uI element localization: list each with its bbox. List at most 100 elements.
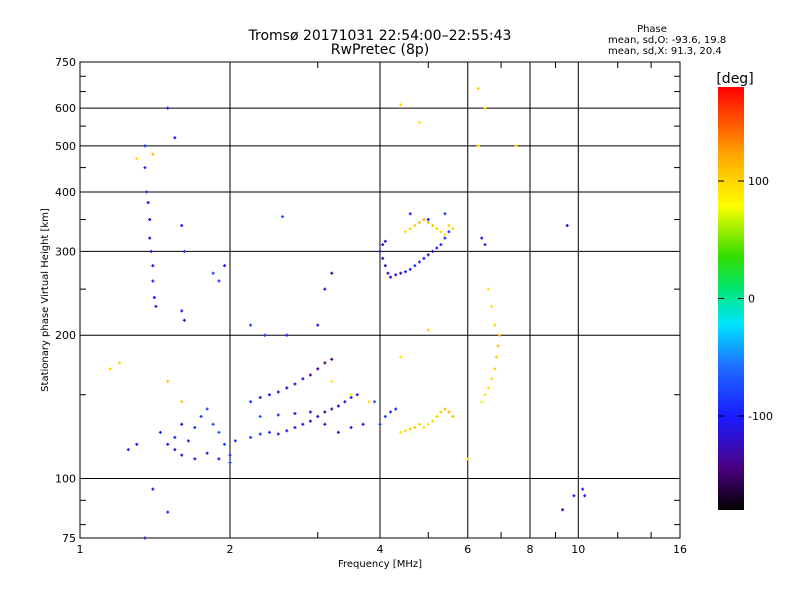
x-tick-label: 10 (571, 543, 585, 556)
data-point (308, 373, 312, 377)
data-point (476, 144, 480, 148)
data-point (166, 106, 170, 110)
data-point (323, 410, 327, 414)
data-point (228, 461, 232, 465)
data-point (349, 425, 353, 429)
data-point (572, 494, 576, 498)
data-point (439, 243, 443, 247)
data-point (355, 393, 359, 397)
data-point (301, 377, 305, 381)
data-point (373, 400, 377, 404)
data-point (394, 273, 398, 277)
data-point (117, 361, 121, 365)
x-tick-label: 1 (77, 543, 84, 556)
data-point (447, 224, 451, 228)
data-point (217, 457, 221, 461)
data-point (386, 271, 390, 275)
data-point (293, 411, 297, 415)
data-point (135, 157, 139, 161)
data-point (494, 355, 498, 359)
data-point (417, 260, 421, 264)
y-ticks: 75 100 200 300 400 500 600 750 (55, 56, 680, 545)
data-point (308, 419, 312, 423)
data-point (451, 227, 455, 231)
data-point (565, 224, 569, 228)
data-point (145, 190, 149, 194)
data-point (217, 279, 221, 283)
data-point (293, 382, 297, 386)
data-point (249, 323, 253, 327)
data-point (152, 296, 156, 300)
data-point (431, 224, 435, 228)
y-tick-label: 400 (55, 186, 76, 199)
data-point (447, 410, 451, 414)
data-point (258, 432, 262, 436)
data-point (439, 410, 443, 414)
data-point (426, 221, 430, 225)
data-point (154, 304, 158, 308)
data-point (514, 144, 518, 148)
data-point (439, 230, 443, 234)
data-point (182, 318, 186, 322)
y-tick-label: 75 (62, 532, 76, 545)
data-point (381, 243, 385, 247)
data-point (233, 439, 237, 443)
y-tick-label: 750 (55, 56, 76, 69)
data-point (367, 400, 371, 404)
y-tick-label: 500 (55, 140, 76, 153)
x-tick-label: 16 (673, 543, 687, 556)
data-point (146, 201, 150, 205)
data-point (143, 166, 147, 170)
data-point (486, 386, 490, 390)
data-point (108, 367, 112, 371)
colorbar-tick-label: 100 (748, 175, 769, 188)
colorbar-tick-label: -100 (748, 410, 773, 423)
data-point (249, 400, 253, 404)
data-point (480, 236, 484, 240)
data-point (399, 271, 403, 275)
data-point (285, 386, 289, 390)
data-point (173, 136, 177, 140)
data-point (316, 367, 320, 371)
data-point (182, 249, 186, 253)
data-point (135, 442, 139, 446)
data-point (383, 239, 387, 243)
y-tick-label: 300 (55, 245, 76, 258)
data-point (180, 400, 184, 404)
data-point (205, 407, 209, 411)
data-point (193, 425, 197, 429)
data-point (383, 414, 387, 418)
data-point (403, 429, 407, 433)
data-point (435, 246, 439, 250)
data-point (166, 510, 170, 514)
data-point (285, 429, 289, 433)
data-point (431, 249, 435, 253)
y-tick-label: 200 (55, 329, 76, 342)
data-point (443, 236, 447, 240)
data-point (158, 430, 162, 434)
data-point (151, 264, 155, 268)
data-point (399, 430, 403, 434)
data-point (408, 267, 412, 271)
grid-lines (80, 62, 680, 538)
data-point (193, 457, 197, 461)
data-point (281, 215, 285, 219)
data-point (276, 390, 280, 394)
x-tick-label: 8 (527, 543, 534, 556)
data-point (285, 333, 289, 337)
data-point (126, 448, 130, 452)
data-point (443, 212, 447, 216)
data-point (476, 86, 480, 90)
data-point (143, 144, 147, 148)
data-point (389, 410, 393, 414)
data-points (108, 86, 587, 540)
data-point (496, 344, 500, 348)
data-point (486, 287, 490, 291)
data-point (180, 309, 184, 313)
data-point (223, 264, 227, 268)
data-point (435, 414, 439, 418)
data-point (217, 430, 221, 434)
data-point (143, 536, 147, 540)
data-point (293, 425, 297, 429)
